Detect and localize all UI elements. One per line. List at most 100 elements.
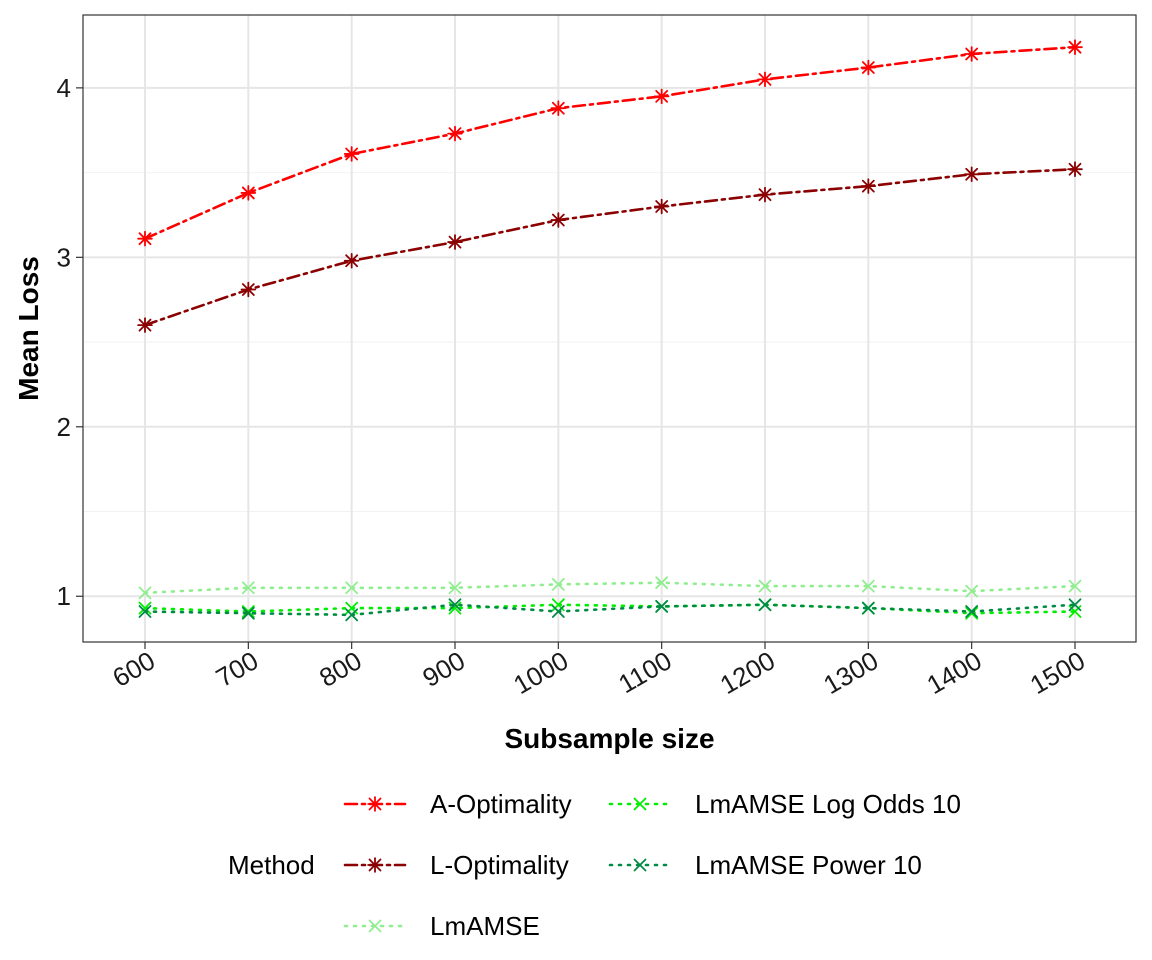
asterisk-marker — [447, 125, 463, 142]
x-tick-label: 1200 — [715, 645, 780, 700]
x-marker — [448, 598, 462, 612]
asterisk-marker — [860, 59, 877, 76]
x-marker — [241, 605, 255, 618]
marker-stroke — [241, 606, 255, 620]
asterisk-marker — [137, 230, 153, 247]
marker-stroke — [965, 605, 979, 618]
x-marker — [551, 577, 565, 591]
x-marker — [241, 581, 255, 595]
marker-stroke — [965, 584, 979, 598]
asterisk-marker — [860, 178, 877, 194]
asterisk-marker — [757, 186, 773, 203]
legend-label: LmAMSE Log Odds 10 — [695, 789, 961, 819]
y-axis-title: Mean Loss — [13, 256, 44, 401]
x-marker — [655, 600, 669, 613]
asterisk-marker — [757, 71, 773, 88]
series-layer — [137, 39, 1083, 622]
marker-stroke — [448, 581, 462, 595]
x-tick-label: 800 — [314, 645, 367, 693]
asterisk-marker — [1067, 161, 1083, 177]
x-marker — [758, 598, 772, 612]
series-a-optimality — [137, 39, 1083, 247]
asterisk-marker — [550, 212, 567, 228]
marker-stroke — [655, 576, 669, 590]
x-tick-label: 600 — [107, 645, 160, 693]
marker-stroke — [655, 600, 669, 613]
legend-item: LmAMSE Log Odds 10 — [608, 789, 961, 819]
asterisk-marker — [240, 281, 257, 298]
marker-stroke — [138, 605, 152, 618]
asterisk-marker — [343, 252, 360, 269]
asterisk-marker — [367, 796, 383, 812]
marker-stroke — [965, 606, 979, 620]
asterisk-marker — [963, 46, 980, 62]
marker-stroke — [241, 605, 255, 618]
x-marker — [1068, 598, 1082, 612]
marker-stroke — [551, 577, 565, 591]
asterisk-marker — [550, 100, 567, 116]
x-marker — [965, 606, 979, 620]
series-lmamse-power-10 — [138, 598, 1082, 622]
asterisk-marker — [963, 166, 980, 183]
marker-stroke — [448, 598, 462, 612]
x-marker — [633, 858, 647, 872]
asterisk-marker — [343, 146, 360, 162]
x-marker — [633, 797, 647, 811]
x-marker — [965, 584, 979, 598]
marker-stroke — [758, 579, 772, 593]
x-marker — [861, 579, 875, 593]
marker-stroke — [758, 598, 772, 612]
series-line — [143, 603, 1077, 617]
panel-border — [82, 14, 1137, 643]
x-tick-label: 700 — [211, 645, 264, 693]
marker-stroke — [861, 601, 875, 615]
legend-label: L-Optimality — [430, 850, 569, 880]
y-tick-label: 2 — [57, 412, 71, 442]
marker-stroke — [138, 586, 152, 600]
legend-item: A-Optimality — [343, 789, 572, 819]
series-line — [143, 167, 1077, 327]
x-marker — [758, 579, 772, 593]
legend-title: Method — [228, 850, 315, 880]
grid — [83, 15, 1136, 642]
asterisk-marker — [137, 317, 153, 333]
x-marker — [345, 608, 359, 622]
y-tick-label: 3 — [57, 242, 71, 272]
x-marker — [551, 605, 565, 618]
x-marker — [861, 601, 875, 615]
y-tick-label: 4 — [57, 73, 71, 103]
x-marker — [965, 605, 979, 618]
series-l-optimality — [137, 161, 1083, 333]
legend-label: LmAMSE — [430, 911, 540, 941]
asterisk-marker — [367, 857, 383, 873]
x-tick-label: 1000 — [508, 645, 573, 700]
asterisk-marker — [653, 198, 670, 215]
marker-stroke — [1068, 579, 1082, 593]
series-lmamse — [138, 576, 1082, 600]
marker-stroke — [1068, 598, 1082, 612]
x-marker — [1068, 579, 1082, 593]
x-marker — [138, 586, 152, 600]
x-tick-label: 1100 — [613, 645, 676, 699]
marker-stroke — [241, 581, 255, 595]
marker-stroke — [345, 608, 359, 622]
x-tick-label: 1300 — [818, 645, 883, 700]
x-tick-label: 1400 — [922, 645, 987, 700]
marker-stroke — [861, 579, 875, 593]
x-marker — [138, 601, 152, 615]
marker-stroke — [345, 581, 359, 595]
marker-stroke — [633, 797, 647, 811]
legend: Method A-Optimality L-Optimality LmAMSE LmA… — [228, 789, 961, 941]
asterisk-marker — [240, 185, 257, 201]
series-line — [143, 581, 1077, 595]
marker-stroke — [368, 919, 382, 933]
legend-item: L-Optimality — [343, 850, 569, 880]
x-marker — [241, 606, 255, 620]
x-axis-title: Subsample size — [504, 723, 714, 754]
panel-background — [83, 15, 1136, 642]
asterisk-marker — [1067, 39, 1083, 55]
x-marker — [655, 576, 669, 590]
legend-label: LmAMSE Power 10 — [695, 850, 922, 880]
asterisk-marker — [653, 88, 670, 105]
